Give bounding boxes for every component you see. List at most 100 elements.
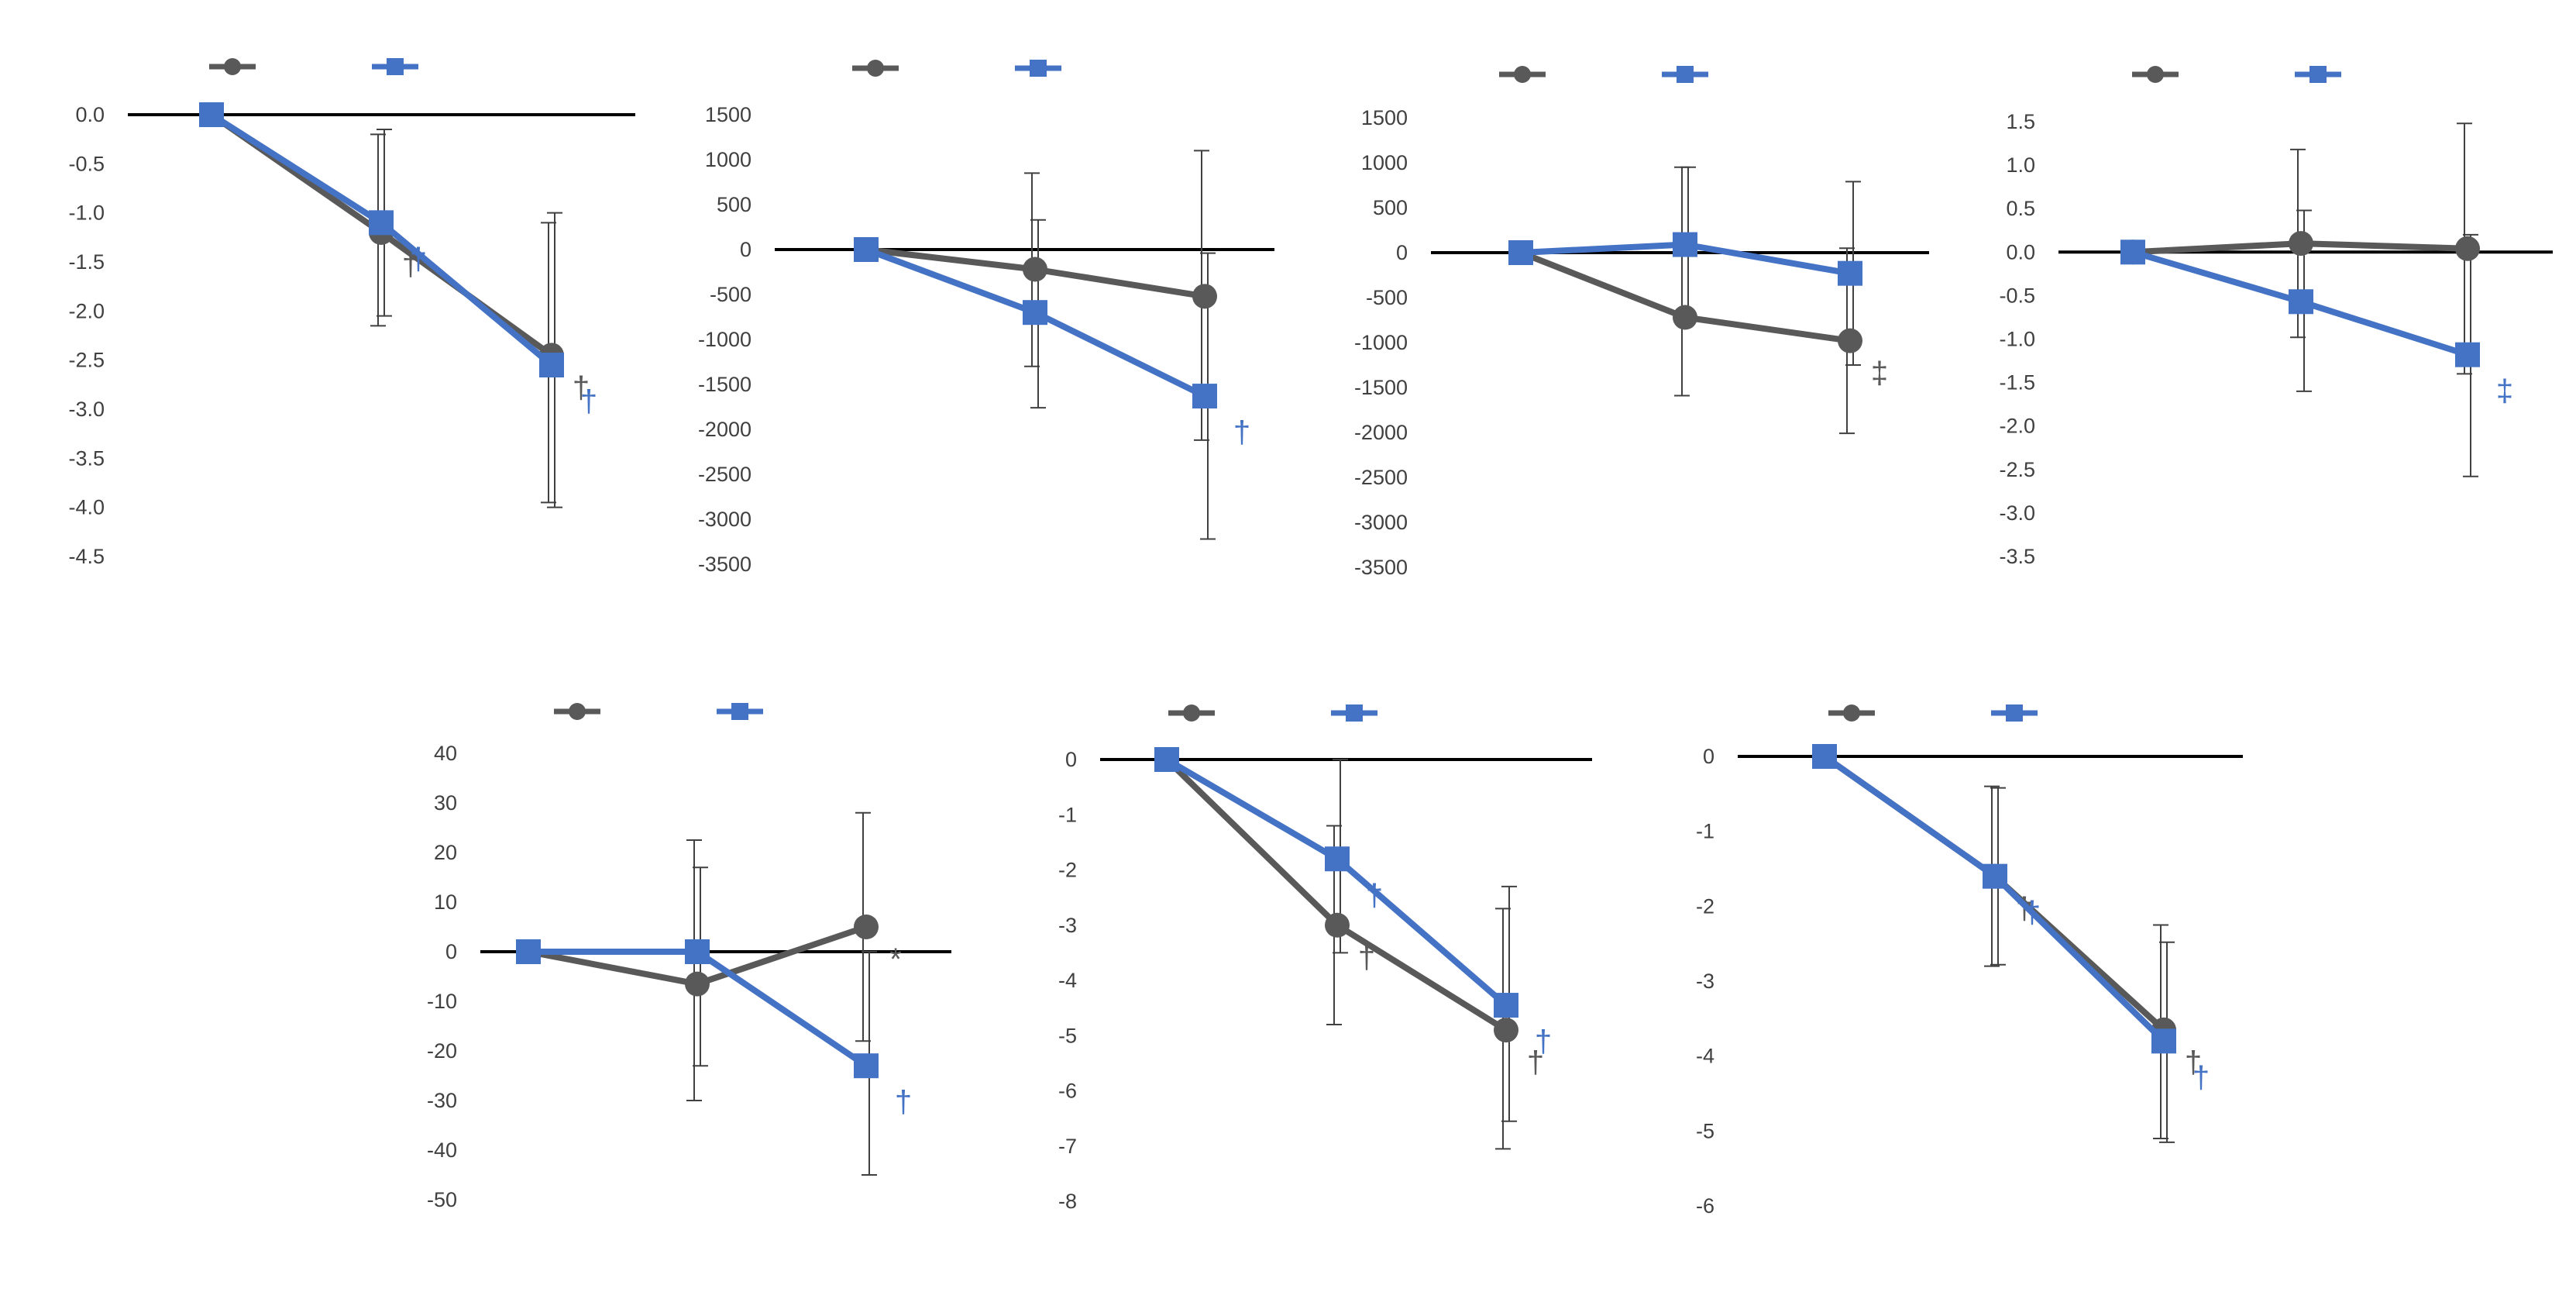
waist-circumference-line-fl (1164, 756, 1508, 1008)
waist-circumference-ytick: -1 (1058, 803, 1077, 826)
bone-mineral-content-chart: 40 30 20 10 0 -10 -20 -30 -40 -50 * † (427, 703, 951, 1211)
bone-mineral-content-sig-mark-fl: † (895, 1085, 912, 1119)
weight-sig-mark-pla: † (402, 248, 419, 282)
fat-mass-point-fl (1192, 384, 1217, 409)
bone-mineral-content-point-fl (854, 1053, 879, 1079)
fat-free-mass-ytick: 1000 (1361, 151, 1408, 174)
fat-free-mass-ytick: -2500 (1354, 466, 1408, 489)
legend-marker-fl (387, 58, 404, 75)
fat-free-mass-sig-mark-pla: ‡ (1871, 357, 1888, 391)
waist-circumference-legend (1168, 704, 1377, 722)
fat-free-mass-ytick: -1500 (1354, 376, 1408, 399)
waist-circumference-ytick: -5 (1058, 1024, 1077, 1047)
waist-circumference-point-fl (1154, 747, 1179, 772)
waist-circumference-point-fl (1325, 846, 1350, 872)
bone-mineral-content-ytick: 0 (445, 940, 457, 963)
fat-mass-ytick: 1500 (705, 103, 751, 126)
weight-sig-mark-pla: † (573, 370, 590, 405)
fat-free-mass-legend (1499, 66, 1708, 83)
fat-free-mass-point-pla (1673, 305, 1697, 330)
legend-marker-pla (1183, 704, 1200, 722)
weight-sig-mark-fl: † (580, 384, 597, 419)
fat-mass-ytick: -1000 (698, 328, 751, 351)
weight-ytick: -3.5 (68, 446, 105, 470)
body-fat-ytick: 0.5 (2006, 197, 2035, 220)
waist-circumference-ytick: -2 (1058, 859, 1077, 882)
hip-circumference-line-fl (1822, 753, 2166, 1044)
legend-marker-fl (1677, 66, 1694, 83)
fat-mass-point-fl (854, 237, 879, 262)
fat-mass-sig-mark-fl: † (1233, 415, 1250, 450)
bone-mineral-content-ytick: -50 (427, 1188, 457, 1211)
weight-ytick: -4.5 (68, 545, 105, 568)
body-fat-point-fl (2289, 289, 2313, 315)
waist-circumference-ytick: -7 (1058, 1135, 1077, 1158)
hip-circumference-ytick: -1 (1696, 820, 1714, 843)
legend-marker-pla (1514, 66, 1531, 83)
body-fat-ytick: -3.5 (1999, 545, 2035, 568)
fat-mass-ytick: 1000 (705, 148, 751, 171)
bone-mineral-content-line-fl (528, 949, 868, 1069)
waist-circumference-point-pla (1325, 912, 1350, 938)
bone-mineral-content-sig-mark-pla: * (889, 942, 902, 977)
legend-marker-fl (2309, 66, 2327, 83)
bone-mineral-content-ytick: 30 (434, 791, 457, 815)
waist-circumference-ytick: 0 (1065, 748, 1077, 771)
fat-free-mass-point-fl (1508, 240, 1533, 265)
fat-mass-point-pla (1192, 284, 1217, 309)
fat-free-mass-chart: 1500 1000 500 0 -500 -1000 -1500 -2000 -2500 -300… (1354, 66, 1929, 579)
hip-circumference-point-fl (1983, 863, 2007, 889)
body-fat-chart: 1.5 1.0 0.5 0.0 -0.5 -1.0 -1.5 -2.0 -2.5 -3.0 -3.5… (1999, 66, 2553, 568)
hip-circumference-ytick: 0 (1703, 745, 1714, 768)
weight-legend (209, 58, 418, 75)
fat-mass-ytick: 500 (717, 193, 751, 216)
fat-free-mass-ytick: -500 (1366, 286, 1408, 309)
legend-marker-fl (1346, 704, 1363, 722)
body-fat-ytick: -2.0 (1999, 415, 2035, 438)
body-fat-ytick: 1.0 (2006, 153, 2035, 177)
fat-free-mass-ytick: -1000 (1354, 331, 1408, 354)
fat-free-mass-ytick: 1500 (1361, 106, 1408, 129)
weight-ytick: -1.0 (68, 202, 105, 225)
legend-marker-pla (569, 703, 586, 720)
hip-circumference-ytick: -4 (1696, 1045, 1714, 1068)
body-fat-point-pla (2289, 231, 2313, 257)
fat-mass-ytick: -3000 (698, 508, 751, 531)
weight-point-fl (199, 102, 224, 127)
waist-circumference-line-pla (1164, 757, 1508, 1033)
fat-mass-ytick: -500 (710, 283, 751, 306)
fat-mass-ytick: 0 (740, 238, 751, 261)
bone-mineral-content-ytick: -40 (427, 1138, 457, 1162)
fat-free-mass-ytick: 500 (1373, 196, 1408, 219)
hip-circumference-sig-mark-fl: † (2193, 1060, 2210, 1094)
hip-circumference-ytick: -2 (1696, 894, 1714, 918)
hip-circumference-ytick: -6 (1696, 1194, 1714, 1218)
bone-mineral-content-ytick: 40 (434, 742, 457, 765)
legend-marker-fl (2006, 704, 2023, 722)
fat-free-mass-ytick: 0 (1396, 241, 1408, 264)
waist-circumference-chart: 0-1-2-3-4-5-6-7-8†††† (1058, 704, 1592, 1213)
hip-circumference-chart: 0-1-2-3-4-5-6†††† (1696, 704, 2243, 1218)
body-fat-ytick: -1.5 (1999, 371, 2035, 394)
bone-mineral-content-point-pla (854, 915, 879, 939)
hip-circumference-ytick: -5 (1696, 1119, 1714, 1142)
body-fat-sig-mark-fl: ‡ (2496, 374, 2513, 408)
waist-circumference-ytick: -4 (1058, 969, 1077, 992)
fat-free-mass-point-fl (1673, 232, 1697, 257)
weight-sig-mark-fl: † (410, 242, 427, 276)
body-fat-point-fl (2120, 239, 2145, 265)
weight-ytick: -0.5 (68, 152, 105, 175)
hip-circumference-point-fl (2151, 1028, 2176, 1054)
hip-circumference-legend (1828, 704, 2038, 722)
fat-free-mass-ytick: -3500 (1354, 556, 1408, 579)
legend-marker-fl (1030, 60, 1047, 77)
hip-circumference-point-fl (1812, 744, 1837, 769)
fat-mass-chart: 1500 1000 500 0 -500 -1000 -1500 -2000 -2500 -300… (698, 60, 1274, 576)
weight-ytick: -1.5 (68, 250, 105, 274)
hip-circumference-sig-mark-fl: † (2024, 896, 2041, 930)
waist-circumference-ytick: -3 (1058, 914, 1077, 937)
fat-free-mass-point-fl (1838, 260, 1862, 286)
weight-ytick: -2.0 (68, 299, 105, 322)
fat-free-mass-ytick: -3000 (1354, 511, 1408, 534)
